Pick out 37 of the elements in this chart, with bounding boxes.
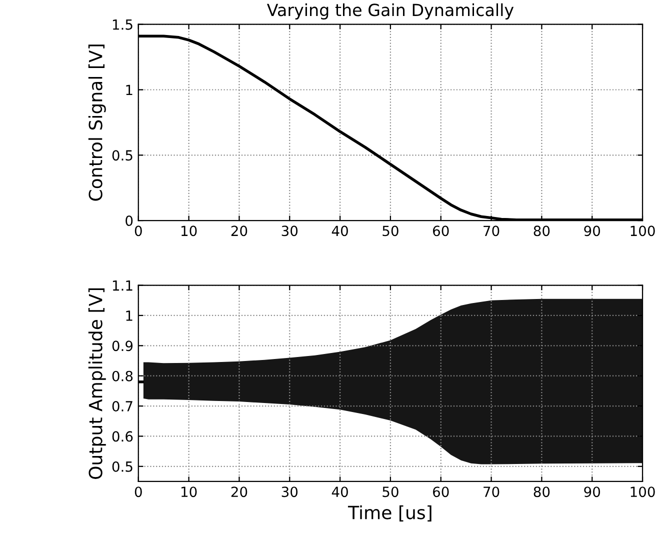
chart-title: Varying the Gain Dynamically <box>266 3 514 20</box>
y-tick-label: 0.5 <box>112 461 132 472</box>
x-tick-label: 0 <box>134 486 142 498</box>
x-tick-label: 20 <box>231 486 248 498</box>
x-tick-label: 20 <box>231 226 248 236</box>
x-tick-label: 70 <box>484 226 500 236</box>
y-axis-title: Output Amplitude [V] <box>88 288 106 479</box>
x-tick-label: 0 <box>134 226 142 236</box>
y-axis-title: Control Signal [V] <box>88 44 106 201</box>
x-tick-label: 100 <box>630 486 655 498</box>
y-tick-label: 1.1 <box>112 280 132 291</box>
x-tick-label: 30 <box>282 486 298 498</box>
x-tick-label: 100 <box>630 226 655 236</box>
x-tick-label: 30 <box>282 226 298 236</box>
y-tick-label: 0.5 <box>112 150 132 161</box>
x-tick-label: 10 <box>181 486 197 498</box>
x-tick-label: 90 <box>584 486 600 498</box>
x-tick-label: 60 <box>433 226 449 236</box>
x-tick-label: 60 <box>433 486 449 498</box>
x-tick-label: 80 <box>534 486 550 498</box>
x-tick-label: 10 <box>181 226 197 236</box>
y-tick-label: 0.6 <box>112 431 133 442</box>
x-tick-label: 80 <box>534 226 550 236</box>
y-tick-label: 0 <box>126 216 133 226</box>
x-tick-label: 50 <box>382 486 398 498</box>
y-tick-label: 0.7 <box>112 400 132 412</box>
y-tick-label: 1 <box>126 310 132 321</box>
x-tick-label: 90 <box>584 226 600 236</box>
y-tick-label: 1 <box>126 84 132 96</box>
y-tick-label: 0.9 <box>112 340 133 352</box>
x-axis-title: Time [us] <box>348 505 432 522</box>
x-tick-label: 50 <box>382 226 398 236</box>
x-tick-label: 40 <box>332 226 348 236</box>
x-tick-label: 40 <box>332 486 348 498</box>
y-tick-label: 1.5 <box>112 19 132 30</box>
x-tick-label: 70 <box>484 486 500 498</box>
y-tick-label: 0.8 <box>112 370 133 382</box>
